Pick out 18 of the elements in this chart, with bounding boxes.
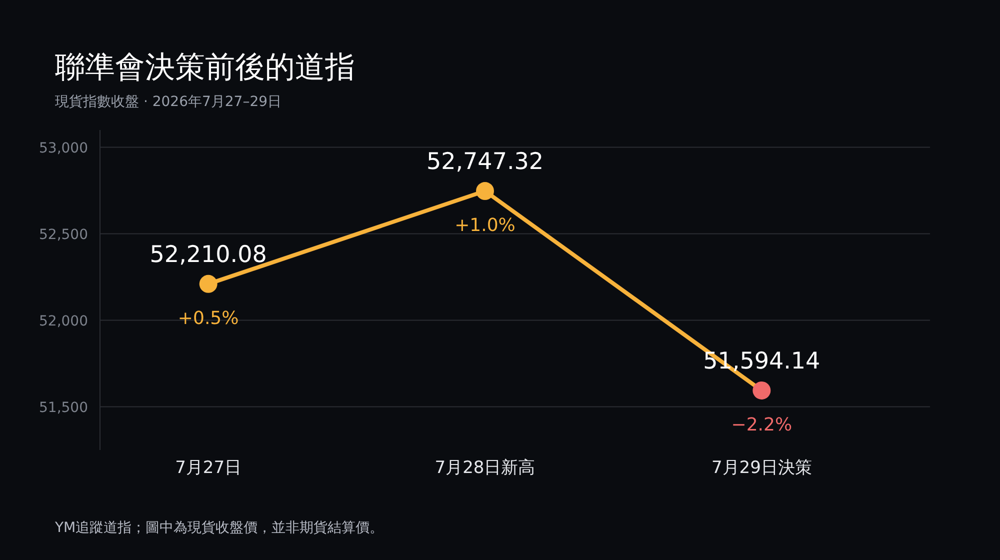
x-tick-label: 7月29日決策 (711, 458, 812, 478)
annotation: −2.2% (731, 414, 792, 436)
data-label: 52,747.32 (426, 149, 544, 176)
chart-title: 聯準會決策前後的道指 (55, 50, 355, 85)
x-tick-label: 7月27日 (175, 458, 242, 478)
y-tick-label: 51,500 (39, 400, 88, 416)
annotation: +0.5% (178, 308, 239, 329)
text: YM追蹤道指；圖中為現貨收盤價，並非期貨結算價。 (54, 520, 384, 536)
y-tick-label: 53,000 (39, 140, 88, 156)
point (752, 381, 771, 400)
point (476, 182, 494, 200)
data-label: 52,210.08 (150, 242, 267, 268)
y-tick-label: 52,500 (39, 226, 88, 243)
y-tick-label: 52,000 (39, 313, 88, 330)
chart-subtitle: 現貨指數收盤 · 2026年7月27–29日 (55, 94, 282, 110)
annotation: +1.0% (454, 215, 516, 236)
x-tick-label: 7月28日新高 (434, 458, 536, 478)
point (199, 274, 218, 293)
